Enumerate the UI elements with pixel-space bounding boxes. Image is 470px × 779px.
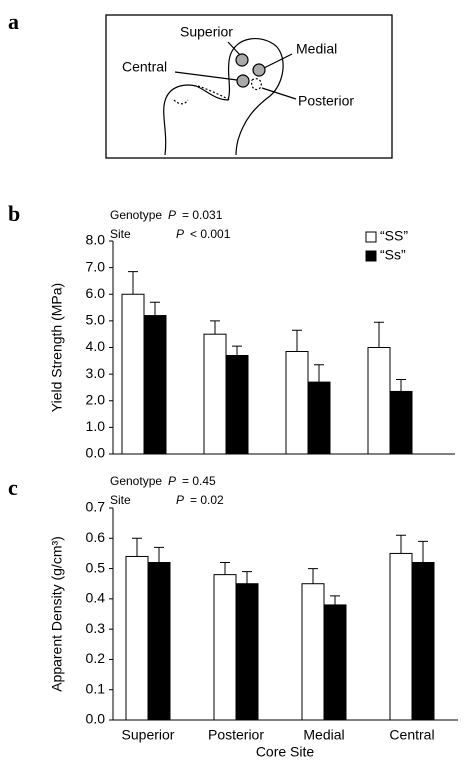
bar (389, 552, 413, 721)
site-label: Posterior (298, 93, 354, 109)
bar (389, 390, 413, 455)
error-bar (292, 329, 302, 352)
error-bar (330, 595, 340, 605)
y-tick-label: 5.0 (86, 312, 106, 328)
y-tick-label: 4.0 (86, 338, 106, 354)
annotation: < 0.001 (190, 227, 231, 241)
annotation: Genotype (110, 474, 162, 488)
error-bar (374, 321, 384, 348)
annotation: P (176, 227, 184, 241)
panel-label: a (8, 9, 19, 34)
x-tick-label: Central (389, 727, 434, 743)
bar (213, 574, 237, 721)
y-tick-label: 0.7 (86, 499, 106, 515)
bar (203, 333, 227, 455)
y-axis-title: Yield Strength (MPa) (49, 283, 65, 412)
y-tick-label: 0.6 (86, 529, 106, 545)
x-axis-title: Core Site (256, 744, 315, 760)
annotation: P (168, 474, 176, 488)
bar (307, 381, 331, 455)
error-bar (220, 562, 230, 575)
legend-swatch (365, 250, 377, 262)
x-tick-label: Superior (122, 727, 175, 743)
legend-label: “Ss” (380, 247, 406, 263)
y-tick-label: 0.0 (86, 711, 106, 727)
y-tick-label: 0.5 (86, 559, 106, 575)
error-bar (128, 271, 138, 295)
error-bar (396, 378, 406, 392)
y-tick-label: 0.3 (86, 620, 106, 636)
legend-label: “SS” (380, 228, 408, 244)
y-tick-label: 6.0 (86, 285, 106, 301)
y-tick-label: 7.0 (86, 258, 106, 274)
site-label: Superior (180, 24, 233, 40)
error-bar (150, 301, 160, 316)
y-axis-title: Apparent Density (g/cm³) (49, 536, 65, 692)
bar (285, 350, 309, 455)
error-bar (154, 546, 164, 563)
femur-diagram (105, 14, 393, 159)
annotation: P (168, 208, 176, 222)
error-bar (242, 571, 252, 584)
bar (225, 354, 249, 455)
annotation: = 0.45 (182, 474, 216, 488)
error-bar (232, 345, 242, 356)
annotation: P (176, 493, 184, 507)
y-tick-label: 0.0 (86, 445, 106, 461)
site-label: Central (122, 59, 167, 75)
error-bar (418, 540, 428, 563)
y-tick-label: 0.4 (86, 590, 106, 606)
bar (143, 315, 167, 455)
annotation: Genotype (110, 208, 162, 222)
error-bar (132, 537, 142, 557)
bar (147, 562, 171, 721)
legend-swatch (365, 231, 377, 243)
bar (367, 347, 391, 455)
error-bar (314, 364, 324, 383)
y-tick-label: 3.0 (86, 365, 106, 381)
y-tick-label: 1.0 (86, 418, 106, 434)
panel-label: b (8, 201, 20, 226)
panel-label: c (8, 475, 18, 500)
site-label: Medial (296, 41, 337, 57)
y-tick-label: 0.1 (86, 680, 106, 696)
bar (121, 293, 145, 455)
annotation: Site (110, 493, 131, 507)
annotation: = 0.02 (190, 493, 224, 507)
x-tick-label: Medial (303, 727, 344, 743)
bar (411, 562, 435, 721)
error-bar (210, 320, 220, 335)
error-bar (396, 534, 406, 554)
annotation: Site (110, 227, 131, 241)
y-tick-label: 2.0 (86, 391, 106, 407)
x-tick-label: Posterior (208, 727, 264, 743)
bar (235, 583, 259, 721)
y-tick-label: 0.2 (86, 650, 106, 666)
y-tick-label: 8.0 (86, 232, 106, 248)
bar (301, 583, 325, 721)
annotation: = 0.031 (182, 208, 223, 222)
bar (125, 555, 149, 721)
error-bar (308, 568, 318, 584)
bar (323, 604, 347, 721)
